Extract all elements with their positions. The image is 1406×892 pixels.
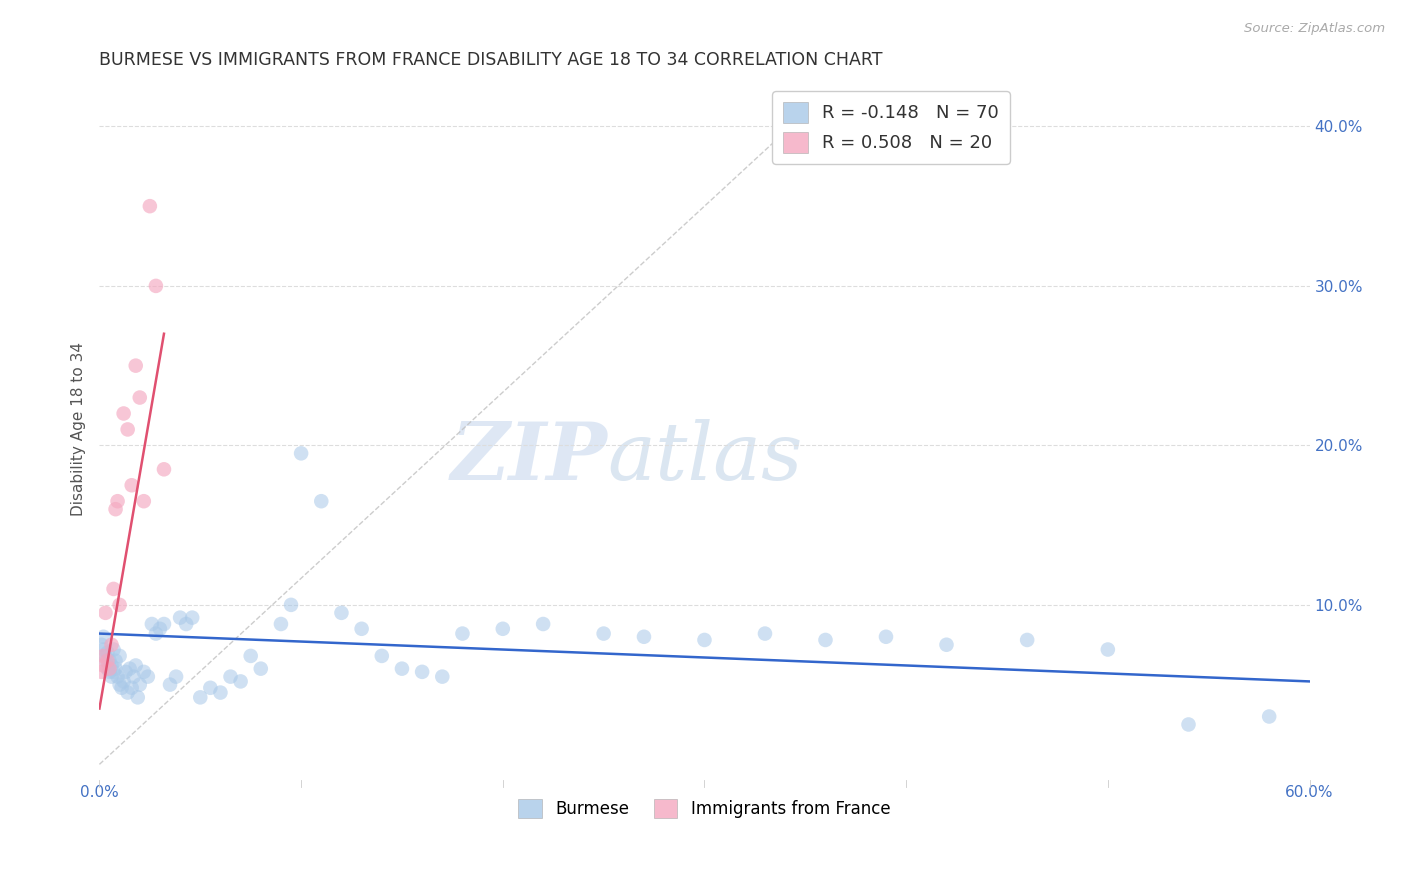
Point <box>181 610 204 624</box>
Point <box>219 670 242 684</box>
Point <box>96 654 118 668</box>
Point <box>93 658 115 673</box>
Point <box>94 648 117 663</box>
Point <box>118 662 141 676</box>
Point <box>592 626 614 640</box>
Point <box>100 638 122 652</box>
Point <box>104 502 127 516</box>
Point <box>249 662 271 676</box>
Point <box>311 494 333 508</box>
Point <box>93 630 115 644</box>
Point <box>132 494 155 508</box>
Point <box>693 632 716 647</box>
Point <box>90 665 112 679</box>
Point <box>107 494 129 508</box>
Point <box>350 622 373 636</box>
Point <box>103 642 125 657</box>
Point <box>280 598 302 612</box>
Legend: Burmese, Immigrants from France: Burmese, Immigrants from France <box>512 792 897 824</box>
Point <box>108 648 131 663</box>
Point <box>174 617 197 632</box>
Point <box>290 446 312 460</box>
Point <box>814 632 837 647</box>
Point <box>98 654 121 668</box>
Point <box>128 677 150 691</box>
Point <box>96 662 118 676</box>
Point <box>391 662 413 676</box>
Point <box>121 681 143 695</box>
Point <box>188 690 211 705</box>
Point <box>149 622 172 636</box>
Point <box>531 617 554 632</box>
Point <box>117 422 139 436</box>
Point <box>93 648 115 663</box>
Point <box>100 670 122 684</box>
Point <box>107 670 129 684</box>
Point <box>153 462 176 476</box>
Point <box>127 690 149 705</box>
Point <box>128 391 150 405</box>
Point <box>90 638 112 652</box>
Text: Source: ZipAtlas.com: Source: ZipAtlas.com <box>1244 22 1385 36</box>
Text: ZIP: ZIP <box>451 418 607 496</box>
Point <box>141 617 163 632</box>
Point <box>492 622 515 636</box>
Point <box>122 670 145 684</box>
Point <box>108 598 131 612</box>
Point <box>114 665 136 679</box>
Point <box>451 626 474 640</box>
Point <box>935 638 957 652</box>
Point <box>104 654 127 668</box>
Point <box>371 648 394 663</box>
Point <box>169 610 191 624</box>
Point <box>1017 632 1039 647</box>
Point <box>136 670 159 684</box>
Point <box>103 665 125 679</box>
Point <box>139 199 162 213</box>
Point <box>145 279 167 293</box>
Point <box>153 617 176 632</box>
Point <box>200 681 222 695</box>
Point <box>125 359 148 373</box>
Point <box>96 646 118 660</box>
Point <box>100 658 122 673</box>
Point <box>94 606 117 620</box>
Point <box>111 681 134 695</box>
Point <box>1177 717 1199 731</box>
Point <box>1258 709 1281 723</box>
Point <box>94 654 117 668</box>
Point <box>633 630 655 644</box>
Point <box>121 478 143 492</box>
Point <box>125 658 148 673</box>
Point <box>98 665 121 679</box>
Point <box>108 677 131 691</box>
Y-axis label: Disability Age 18 to 34: Disability Age 18 to 34 <box>72 343 86 516</box>
Text: BURMESE VS IMMIGRANTS FROM FRANCE DISABILITY AGE 18 TO 34 CORRELATION CHART: BURMESE VS IMMIGRANTS FROM FRANCE DISABI… <box>100 51 883 69</box>
Point <box>93 642 115 657</box>
Point <box>754 626 776 640</box>
Point <box>132 665 155 679</box>
Point <box>112 674 135 689</box>
Point <box>159 677 181 691</box>
Point <box>145 626 167 640</box>
Point <box>875 630 897 644</box>
Point <box>411 665 433 679</box>
Point <box>209 685 232 699</box>
Point <box>270 617 292 632</box>
Point <box>229 674 252 689</box>
Point <box>239 648 262 663</box>
Point <box>432 670 454 684</box>
Point <box>112 407 135 421</box>
Point <box>98 662 121 676</box>
Point <box>330 606 353 620</box>
Point <box>103 582 125 596</box>
Point <box>1097 642 1119 657</box>
Point <box>117 685 139 699</box>
Point <box>104 662 127 676</box>
Point <box>165 670 187 684</box>
Text: atlas: atlas <box>607 418 803 496</box>
